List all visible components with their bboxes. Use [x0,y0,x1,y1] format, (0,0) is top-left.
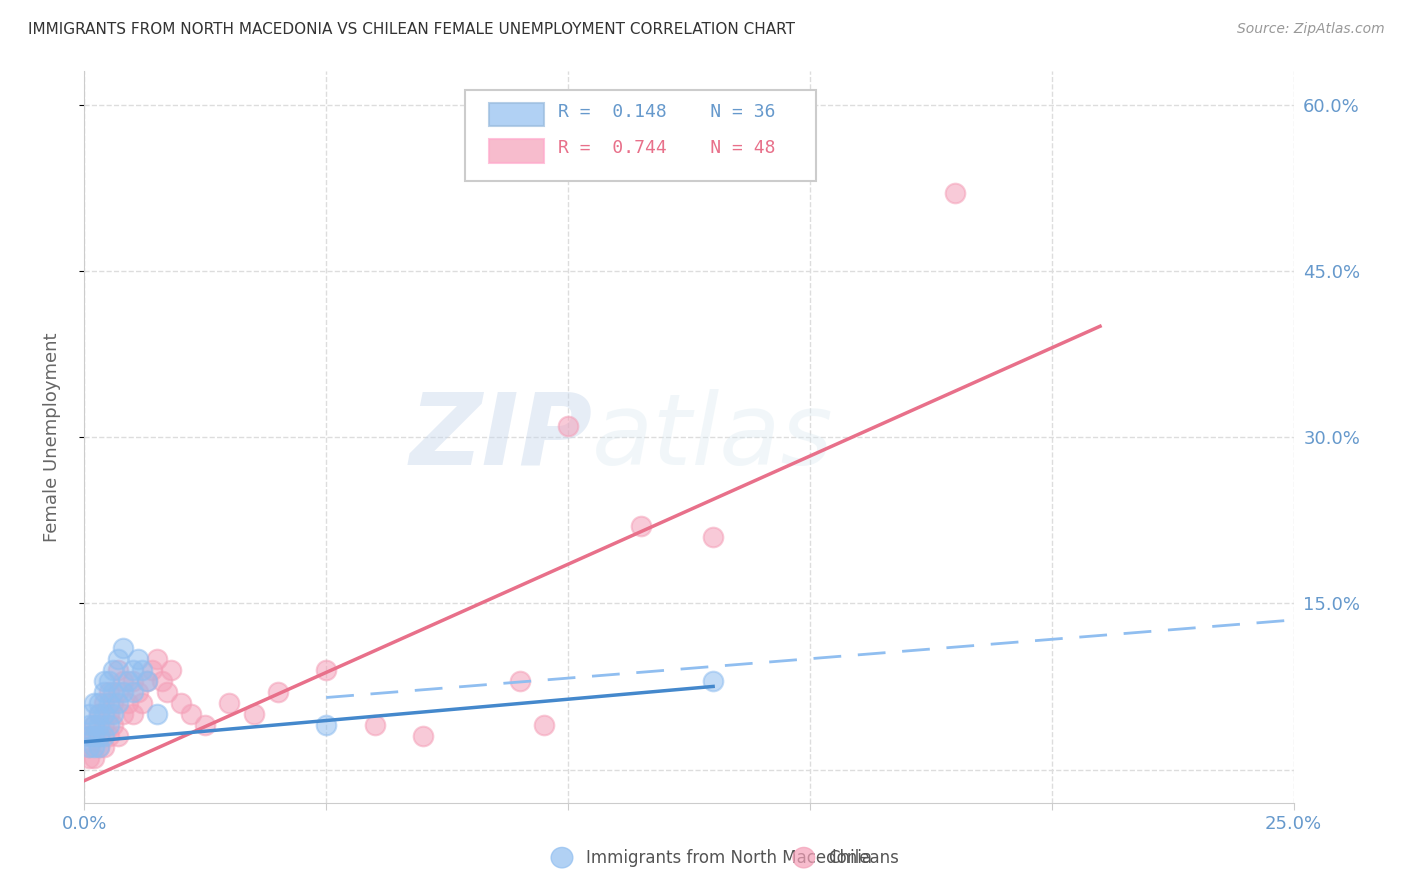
Point [93,718,115,732]
Point [121,663,143,677]
Point [136,673,159,688]
Point [97,685,120,699]
Text: Source: ZipAtlas.com: Source: ZipAtlas.com [1237,22,1385,37]
Point [107,696,129,710]
Point [150,673,173,688]
Point [267,685,290,699]
Point [117,696,139,710]
Point [97,729,120,743]
Point [121,707,143,722]
Ellipse shape [551,847,572,868]
Point [121,673,143,688]
Point [117,673,139,688]
Point [103,685,125,699]
Text: Chileans: Chileans [828,848,898,867]
Text: R =  0.148    N = 36: R = 0.148 N = 36 [558,103,776,120]
Point [533,718,555,732]
Point [77,729,100,743]
Point [103,707,125,722]
Point [87,729,110,743]
Point [107,685,129,699]
Point [112,707,135,722]
Point [557,419,579,434]
Point [121,685,143,699]
Point [97,696,120,710]
Point [107,651,129,665]
Point [93,707,115,722]
Point [87,707,110,722]
Point [107,729,129,743]
Ellipse shape [793,847,814,868]
Text: IMMIGRANTS FROM NORTH MACEDONIA VS CHILEAN FEMALE UNEMPLOYMENT CORRELATION CHART: IMMIGRANTS FROM NORTH MACEDONIA VS CHILE… [28,22,796,37]
Point [97,718,120,732]
Point [218,696,240,710]
Point [141,663,163,677]
Point [97,707,120,722]
Point [943,186,966,201]
Text: Immigrants from North Macedonia: Immigrants from North Macedonia [586,848,872,867]
Point [103,718,125,732]
Text: atlas: atlas [592,389,834,485]
Point [87,740,110,755]
Point [127,685,149,699]
Point [112,640,135,655]
Point [194,718,217,732]
Point [83,751,105,765]
Y-axis label: Female Unemployment: Female Unemployment [42,333,60,541]
Point [87,718,110,732]
Point [146,707,169,722]
Point [630,518,652,533]
Point [180,707,202,722]
Point [87,696,110,710]
Point [93,685,115,699]
Point [103,696,125,710]
Point [146,651,169,665]
Point [315,718,337,732]
Point [412,729,434,743]
Point [87,707,110,722]
Point [93,740,115,755]
Point [131,696,153,710]
Point [83,729,105,743]
Point [83,729,105,743]
Point [170,696,193,710]
Point [83,718,105,732]
Point [702,530,724,544]
Point [77,707,100,722]
Point [103,663,125,677]
Point [363,718,385,732]
Point [87,729,110,743]
Point [87,740,110,755]
Point [155,685,177,699]
Text: R =  0.744    N = 48: R = 0.744 N = 48 [558,139,776,157]
Point [127,651,149,665]
Point [93,673,115,688]
Text: ZIP: ZIP [409,389,592,485]
Point [112,685,135,699]
Point [702,673,724,688]
Point [83,718,105,732]
Point [112,673,135,688]
Bar [489,139,544,163]
Bar [489,103,544,127]
Point [131,663,153,677]
Point [93,729,115,743]
Point [107,663,129,677]
Point [509,673,531,688]
Point [83,696,105,710]
FancyBboxPatch shape [465,90,815,181]
Point [77,740,100,755]
Point [97,673,120,688]
Point [77,729,100,743]
Point [83,740,105,755]
Point [242,707,264,722]
Point [160,663,183,677]
Point [315,663,337,677]
Point [77,751,100,765]
Point [77,718,100,732]
Point [77,740,100,755]
Point [136,673,159,688]
Point [93,696,115,710]
